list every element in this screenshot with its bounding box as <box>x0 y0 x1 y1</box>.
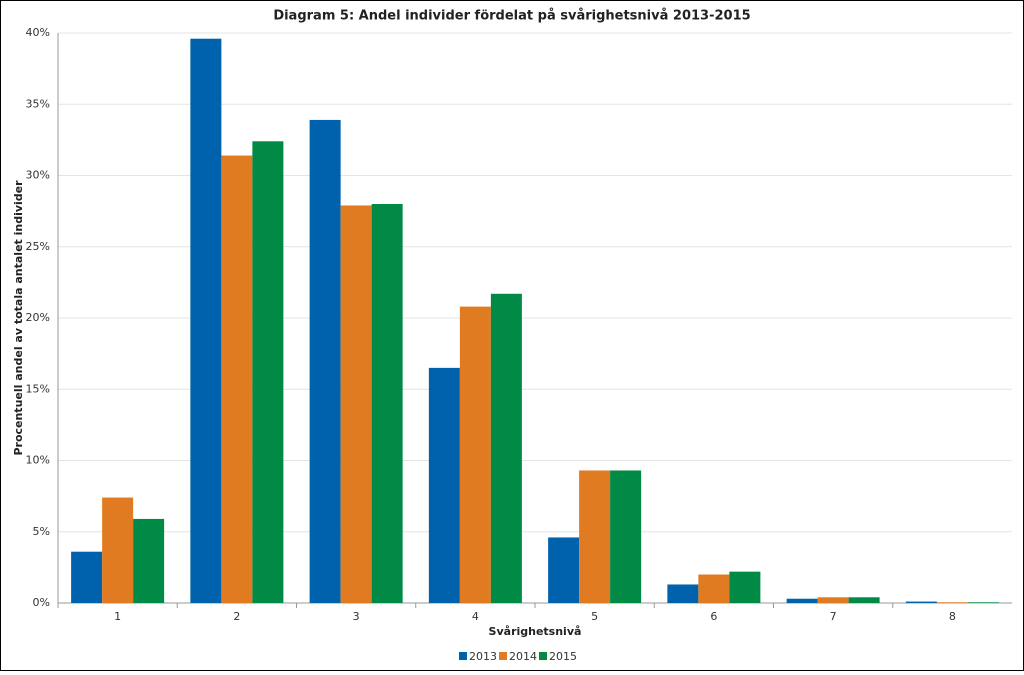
bar <box>848 597 880 603</box>
bar <box>667 584 699 603</box>
bar <box>133 518 165 603</box>
legend-swatch <box>499 652 507 660</box>
bar <box>71 551 103 603</box>
bar <box>340 205 372 604</box>
x-tick-label: 5 <box>591 610 598 623</box>
x-axis-title: Svårighetsnivå <box>489 625 582 638</box>
bar <box>252 141 284 604</box>
bar <box>579 470 611 603</box>
x-tick-label: 3 <box>353 610 360 623</box>
legend-swatch <box>459 652 467 660</box>
legend-label: 2013 <box>469 650 497 663</box>
bar <box>309 119 341 604</box>
bar <box>698 574 730 603</box>
y-axis-title: Procentuell andel av totala antalet indi… <box>12 180 25 456</box>
bar <box>428 367 460 603</box>
bar <box>786 598 818 603</box>
x-tick-label: 4 <box>472 610 479 623</box>
legend-swatch <box>539 652 547 660</box>
bar <box>190 38 222 603</box>
y-tick-label: 25% <box>26 240 50 253</box>
y-tick-label: 15% <box>26 382 50 395</box>
x-tick-label: 7 <box>830 610 837 623</box>
bar <box>102 497 134 603</box>
bar <box>905 601 937 603</box>
y-tick-label: 40% <box>26 26 50 39</box>
x-tick-label: 1 <box>114 610 121 623</box>
legend-label: 2015 <box>549 650 577 663</box>
y-tick-label: 20% <box>26 311 50 324</box>
x-tick-label: 6 <box>710 610 717 623</box>
bar <box>967 602 999 603</box>
y-tick-label: 10% <box>26 454 50 467</box>
bar <box>610 470 642 603</box>
x-tick-label: 2 <box>233 610 240 623</box>
bar <box>221 155 253 604</box>
y-tick-label: 0% <box>33 596 50 609</box>
x-tick-label: 8 <box>949 610 956 623</box>
y-tick-label: 5% <box>33 525 50 538</box>
bar <box>490 293 522 603</box>
bar <box>817 597 849 603</box>
y-tick-label: 35% <box>26 97 50 110</box>
bar <box>371 204 403 603</box>
bar <box>459 306 491 603</box>
bar <box>548 537 580 603</box>
bar <box>729 571 761 603</box>
y-tick-label: 30% <box>26 169 50 182</box>
chart-title: Diagram 5: Andel individer fördelat på s… <box>273 9 750 24</box>
legend-label: 2014 <box>509 650 537 663</box>
bar <box>936 602 968 603</box>
